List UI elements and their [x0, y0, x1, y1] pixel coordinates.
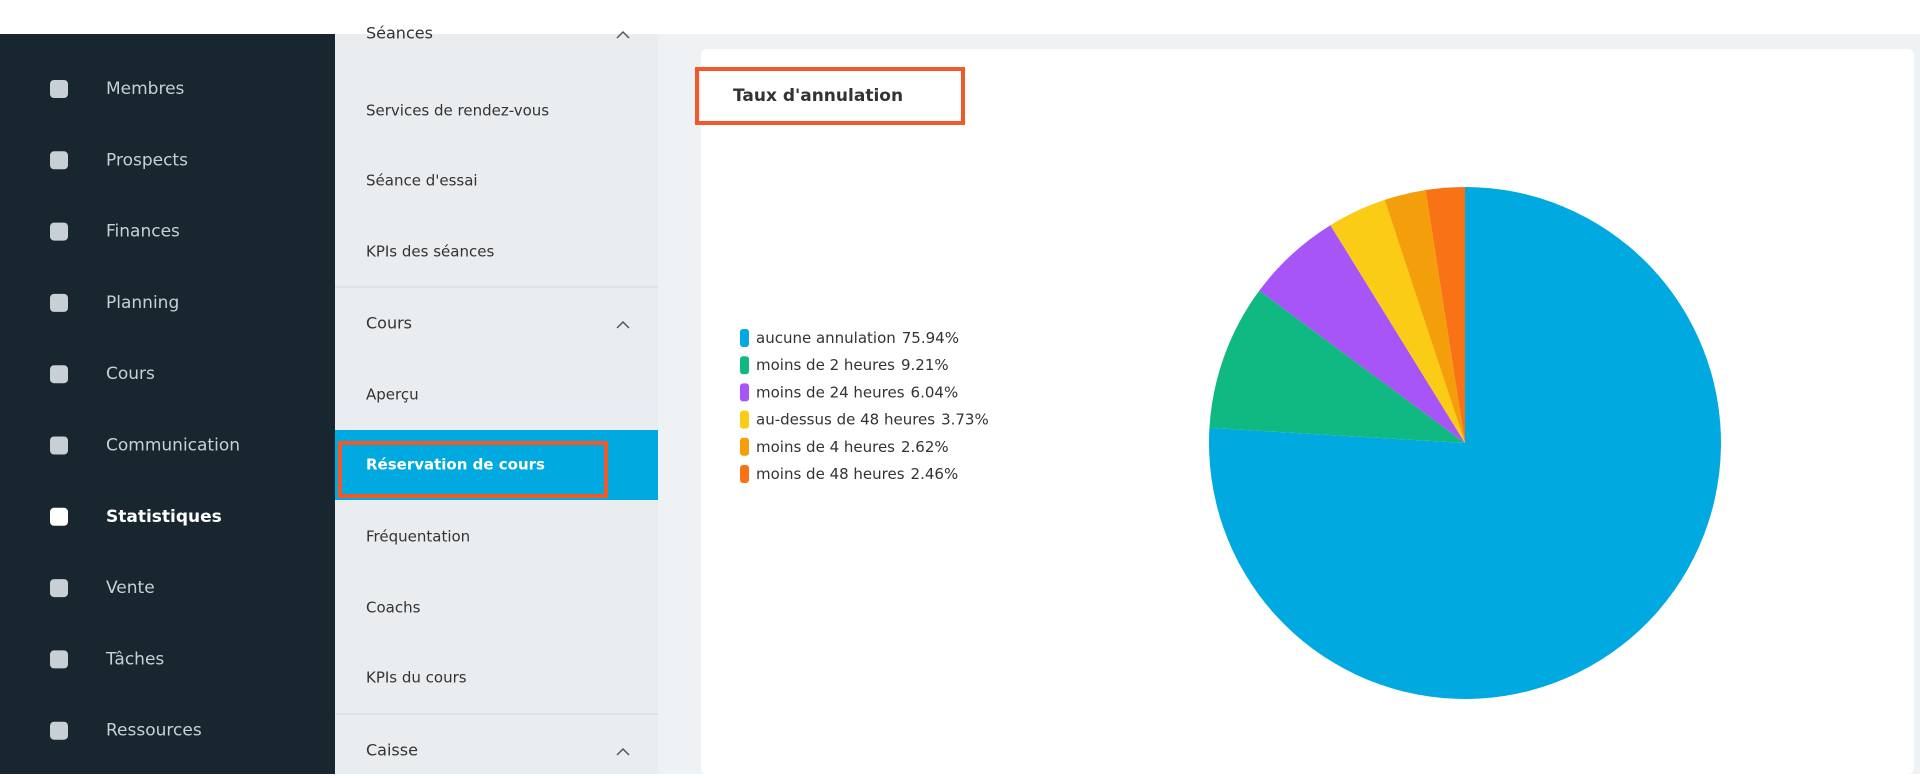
chevron	[616, 30, 630, 39]
legend-swatch	[740, 329, 749, 347]
legend-name: aucune annulation	[756, 329, 896, 347]
submenu-item[interactable]: Coachs	[366, 599, 421, 617]
submenu-item[interactable]: Fréquentation	[366, 528, 470, 546]
nav-icon	[50, 650, 68, 669]
pie-slice	[1425, 187, 1465, 443]
nav-icon	[50, 436, 68, 455]
nav-item[interactable]: Planning	[106, 293, 179, 313]
nav-icon	[50, 721, 68, 740]
pie-slice	[1259, 225, 1465, 443]
submenu-item[interactable]: Caisse	[366, 741, 418, 760]
legend-swatch	[740, 356, 749, 375]
submenu-item[interactable]: Cours	[366, 314, 412, 333]
submenu-item[interactable]: Aperçu	[366, 386, 419, 404]
legend-swatch	[740, 383, 749, 402]
legend-label: moins de 4 heures 2.62%	[756, 437, 949, 455]
legend-label: aucune annulation 75.94%	[756, 329, 959, 347]
nav-icon	[50, 507, 68, 526]
pie-slice	[1209, 290, 1465, 443]
legend-value: 2.62%	[901, 437, 949, 455]
pie-slice	[1384, 190, 1465, 443]
nav-item[interactable]: Membres	[106, 79, 185, 99]
legend-label: au-dessus de 48 heures 3.73%	[756, 410, 989, 428]
highlight-box	[695, 67, 965, 125]
submenu	[335, 34, 658, 774]
legend-label: moins de 48 heures 2.46%	[756, 465, 958, 483]
nav-icon	[50, 293, 68, 312]
legend-name: moins de 48 heures	[756, 465, 905, 483]
legend-label: moins de 2 heures 9.21%	[756, 356, 949, 374]
nav-item[interactable]: Cours	[106, 364, 155, 384]
legend-value: 2.46%	[911, 465, 959, 483]
chevron	[616, 747, 630, 756]
legend-value: 75.94%	[902, 329, 959, 347]
nav-icon	[50, 151, 68, 170]
legend-swatch	[740, 437, 749, 456]
pie-slice	[1330, 199, 1465, 443]
legend-value: 9.21%	[901, 356, 949, 374]
submenu-item[interactable]: KPIs du cours	[366, 669, 467, 687]
legend-name: moins de 4 heures	[756, 437, 895, 455]
legend-swatch	[740, 410, 749, 429]
legend-name: moins de 24 heures	[756, 383, 905, 401]
legend-label: moins de 24 heures 6.04%	[756, 383, 958, 401]
nav-item[interactable]: Tâches	[105, 649, 164, 669]
nav-icon	[50, 80, 68, 98]
legend-name: au-dessus de 48 heures	[756, 410, 935, 428]
legend-swatch	[740, 465, 749, 483]
submenu-item[interactable]: Séance d'essai	[366, 172, 478, 190]
submenu-item[interactable]: Séances	[366, 24, 433, 43]
submenu-item[interactable]: Services de rendez-vous	[366, 102, 549, 120]
legend-name: moins de 2 heures	[756, 356, 895, 374]
submenu-item[interactable]: Réservation de cours	[366, 456, 545, 474]
highlight-box	[338, 441, 608, 498]
nav-item[interactable]: Finances	[106, 222, 180, 242]
nav-icon	[50, 579, 68, 598]
chevron	[616, 320, 630, 329]
nav-icon	[50, 365, 68, 384]
nav-item[interactable]: Communication	[106, 436, 240, 456]
submenu-item[interactable]: KPIs des séances	[366, 243, 494, 261]
nav-item[interactable]: Prospects	[106, 150, 188, 170]
legend-value: 6.04%	[911, 383, 959, 401]
legend-value: 3.73%	[941, 410, 989, 428]
nav-icon	[50, 222, 68, 241]
chart-title: Taux d'annulation	[733, 86, 903, 106]
nav-item[interactable]: Vente	[106, 578, 155, 598]
nav-item[interactable]: Ressources	[106, 721, 202, 741]
nav-item[interactable]: Statistiques	[106, 507, 222, 527]
